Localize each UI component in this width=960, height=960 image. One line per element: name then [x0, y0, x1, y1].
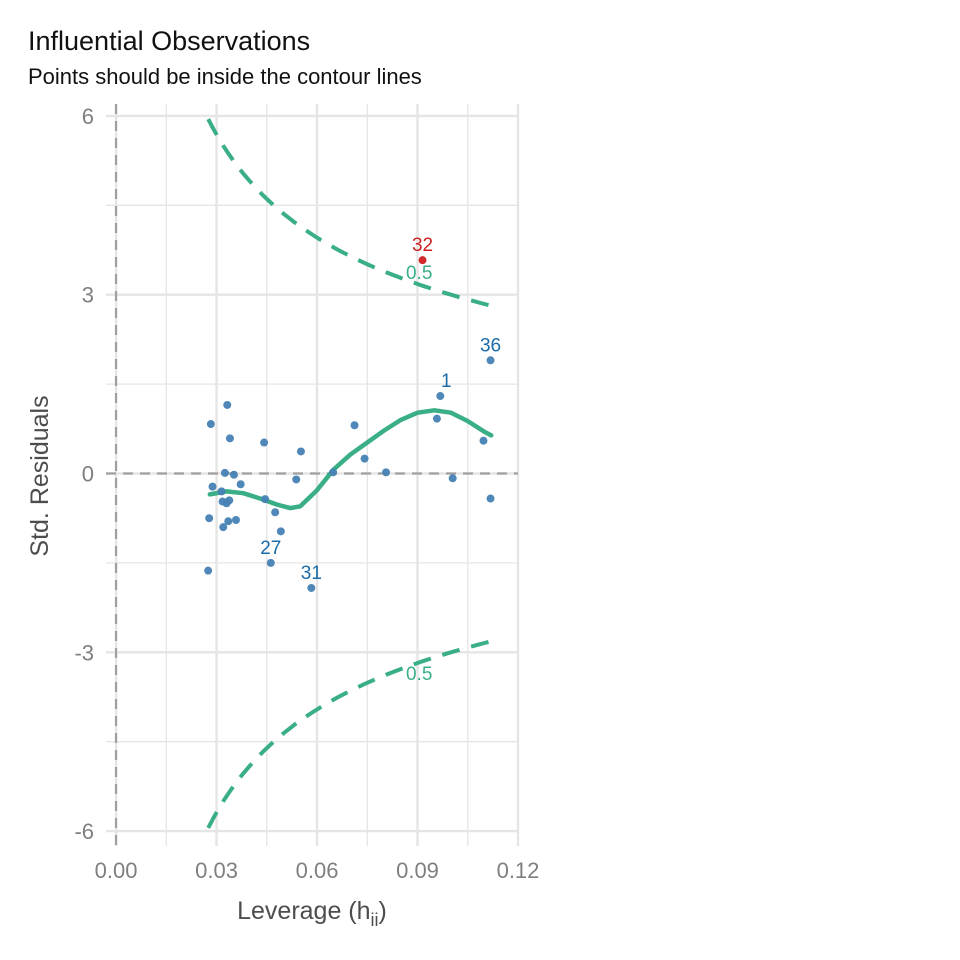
- data-point: [223, 400, 232, 409]
- x-axis-title-main: Leverage (h: [237, 897, 370, 925]
- data-point: [307, 583, 316, 592]
- data-point: [382, 468, 391, 477]
- data-point: [220, 468, 229, 477]
- data-point: [436, 392, 445, 401]
- influential-point: [418, 256, 427, 265]
- point-label: 32: [412, 235, 433, 256]
- loess-smooth-line: [207, 408, 494, 511]
- y-tick-label: 3: [82, 283, 94, 308]
- contour-label-lower: 0.5: [406, 664, 432, 685]
- x-tick-label: 0.09: [396, 858, 439, 883]
- data-point: [360, 454, 369, 463]
- point-label: 31: [301, 563, 322, 584]
- data-point: [448, 474, 457, 483]
- data-point: [296, 447, 305, 456]
- data-point: [219, 523, 228, 532]
- data-point: [276, 527, 285, 536]
- y-axis-title: Std. Residuals: [26, 395, 54, 556]
- point-label: 27: [260, 538, 281, 559]
- x-tick-label: 0.03: [195, 858, 238, 883]
- grid-lines: [106, 104, 520, 846]
- point-label: 36: [480, 335, 501, 356]
- data-point: [329, 468, 338, 477]
- data-point: [229, 470, 238, 479]
- chart-subtitle: Points should be inside the contour line…: [28, 64, 422, 89]
- reference-lines: [106, 104, 518, 846]
- data-point: [292, 475, 301, 484]
- data-point: [225, 434, 234, 443]
- x-tick-label: 0.06: [296, 858, 339, 883]
- data-point: [208, 482, 217, 491]
- x-axis-title: Leverage (hii): [237, 897, 387, 930]
- contour-line-upper: [206, 118, 491, 308]
- data-point: [271, 508, 280, 517]
- contour-line-lower: [206, 639, 491, 829]
- data-point: [486, 494, 495, 503]
- data-point: [224, 517, 233, 526]
- y-tick-label: -6: [74, 819, 94, 844]
- x-tick-label: 0.00: [95, 858, 138, 883]
- x-axis-title-close: ): [379, 897, 387, 925]
- data-point: [350, 421, 359, 430]
- y-tick-label: -3: [74, 640, 94, 665]
- x-tick-label: 0.12: [497, 858, 540, 883]
- data-point: [432, 414, 441, 423]
- data-point: [217, 487, 226, 496]
- observation-points: [204, 256, 495, 592]
- y-axis-ticks: 6 3 0 -3 -6: [74, 104, 94, 844]
- point-labels: 27 31 1 36 32: [260, 235, 501, 584]
- data-point: [206, 420, 215, 429]
- contour-label-upper: 0.5: [406, 263, 432, 284]
- data-point: [266, 558, 275, 567]
- data-point: [236, 480, 245, 489]
- point-label: 1: [441, 371, 452, 392]
- y-tick-label: 6: [82, 104, 94, 129]
- data-point: [231, 515, 240, 524]
- x-axis-title-subscript: ii: [371, 910, 379, 930]
- data-point: [486, 356, 495, 365]
- smooth-curve: [207, 408, 494, 511]
- data-point: [479, 436, 488, 445]
- data-point: [225, 496, 234, 505]
- chart-title: Influential Observations: [28, 26, 311, 56]
- y-tick-label: 0: [82, 462, 94, 487]
- data-point: [204, 566, 213, 575]
- data-point: [261, 495, 270, 504]
- x-axis-ticks: 0.00 0.03 0.06 0.09 0.12: [95, 858, 540, 883]
- data-point: [260, 438, 269, 447]
- data-point: [205, 514, 214, 523]
- cook-distance-contours: 0.5 0.5: [206, 118, 491, 829]
